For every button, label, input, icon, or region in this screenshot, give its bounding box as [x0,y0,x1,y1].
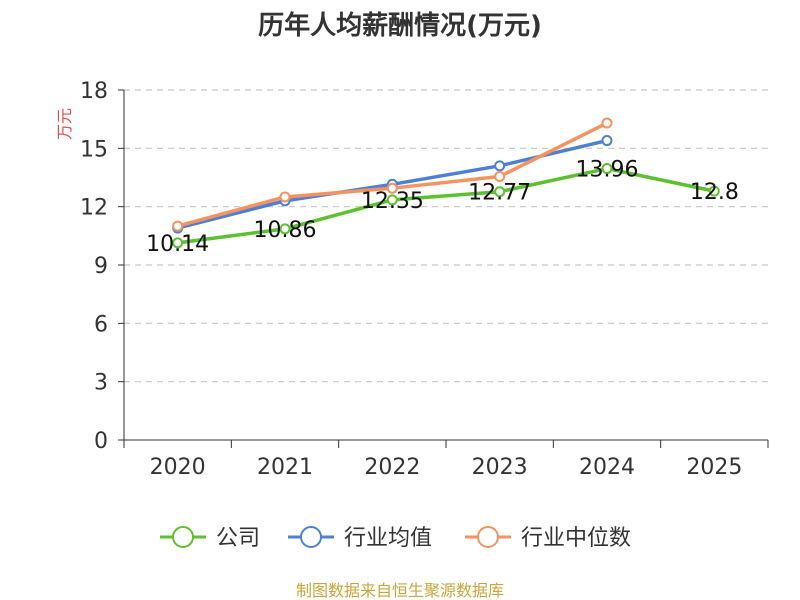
x-tick-label: 2020 [150,455,206,480]
x-tick-label: 2021 [257,455,313,480]
data-point [601,117,613,129]
data-point [494,160,506,172]
data-point [279,223,291,235]
chart-title: 历年人均薪酬情况(万元) [258,10,542,41]
legend-marker [300,526,322,548]
legend-item-2[interactable]: 行业中位数 [465,526,631,551]
legend-marker [172,526,194,548]
data-point [601,163,613,175]
x-tick-label: 2022 [364,455,420,480]
data-point [494,186,506,198]
y-axis-label: 万元 [55,108,74,140]
y-tick-label: 6 [94,312,108,337]
data-label: 10.14 [146,232,209,257]
legend-item-0[interactable]: 公司 [160,526,260,551]
data-point [494,171,506,183]
data-point [386,194,398,206]
x-tick-label: 2023 [472,455,528,480]
legend-item-1[interactable]: 行业均值 [288,526,432,551]
legend-label: 公司 [216,526,260,551]
x-tick-label: 2024 [579,455,635,480]
legend-label: 行业中位数 [521,526,631,551]
series-0 [172,163,720,249]
y-tick-label: 15 [80,137,108,162]
y-tick-label: 18 [80,79,108,104]
legend-marker [477,526,499,548]
data-label: 12.77 [468,181,531,206]
data-point [172,237,184,249]
data-point [279,191,291,203]
grid-lines [124,89,768,383]
series-layer [172,117,720,249]
source-note: 制图数据来自恒生聚源数据库 [296,581,504,600]
data-label: 10.86 [254,218,317,243]
data-label: 12.35 [361,189,424,214]
y-tick-label: 12 [80,196,108,221]
series-line [175,166,717,245]
axes: 0 3 6 9 12 15 18 2020 2021 2022 2023 2024 2025 [80,79,769,480]
data-labels: 10.14 10.86 12.35 12.77 13.96 12.8 [146,158,739,257]
legend[interactable]: 公司 行业均值 行业中位数 [160,526,631,551]
x-tick-label: 2025 [686,455,742,480]
data-point [386,182,398,194]
legend-label: 行业均值 [344,526,432,551]
data-point [172,220,184,232]
data-point [601,135,613,147]
series-2 [172,117,613,232]
y-tick-label: 9 [94,254,108,279]
y-tick-label: 0 [94,429,108,454]
data-point [708,185,720,197]
data-label: 13.96 [576,158,639,183]
data-label: 12.8 [690,180,739,205]
y-tick-label: 3 [94,371,108,396]
